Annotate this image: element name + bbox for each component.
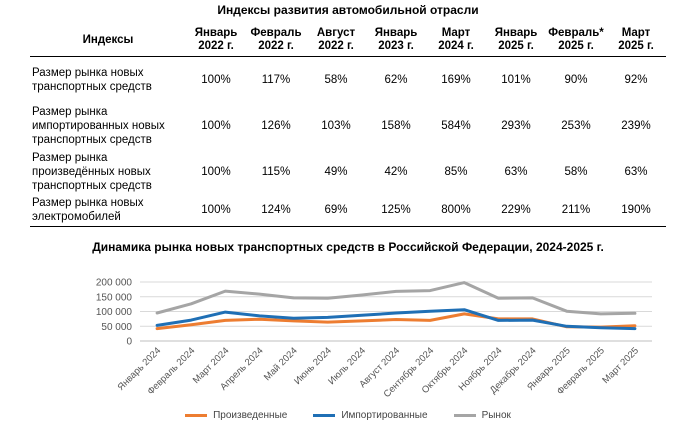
header-month: Февраль* [548, 27, 604, 39]
table-cell: 293% [501, 119, 531, 132]
table-cell: 58% [564, 165, 588, 178]
series-line-2 [155, 281, 637, 316]
header-year: 2025 г. [558, 40, 594, 52]
header-year: 2024 г. [438, 40, 474, 52]
legend-item-market: Рынок [453, 410, 511, 421]
legend-label: Произведенные [213, 410, 288, 421]
header-year: 2022 г. [198, 40, 234, 52]
header-month: Январь [194, 27, 238, 39]
legend-item-imported: Импортированные [313, 410, 428, 421]
header-month: Август [316, 27, 356, 39]
table-cell: 63% [624, 165, 648, 178]
table-cell: 101% [501, 73, 531, 86]
x-tick-label: Март 2025 [600, 345, 641, 386]
table-cell: 584% [441, 119, 471, 132]
y-tick-label: 150 000 [96, 292, 133, 303]
table-cell: 58% [324, 73, 348, 86]
header-col-3: Август 2022 г. [306, 25, 366, 57]
table-cell: 190% [621, 204, 651, 217]
table-cell: 100% [201, 73, 231, 86]
header-month: Февраль [250, 27, 302, 39]
table-cell: 85% [444, 165, 468, 178]
table-cell: 125% [381, 204, 411, 217]
table-cell: 239% [621, 119, 651, 132]
header-col-6: Январь 2025 г. [486, 25, 546, 57]
chart-title: Динамика рынка новых транспортных средст… [92, 240, 604, 254]
header-year: 2025 г. [618, 40, 654, 52]
table-cell: 100% [201, 119, 231, 132]
legend-swatch [453, 414, 476, 417]
table-cell: 229% [501, 204, 531, 217]
y-tick-label: 100 000 [96, 307, 133, 318]
row-label: Размер рынка импортированных новых транс… [32, 105, 165, 146]
table-cell: 49% [324, 165, 348, 178]
table-row: Размер рынка новых транспортных средств … [30, 57, 666, 103]
table-cell: 69% [324, 204, 348, 217]
table-cell: 124% [261, 204, 291, 217]
table-title: Индексы развития автомобильной отрасли [217, 3, 479, 17]
header-month: Январь [494, 27, 538, 39]
table-cell: 115% [261, 165, 291, 178]
table-row: Размер рынка импортированных новых транс… [30, 103, 666, 149]
series-line-1 [155, 308, 637, 331]
table-cell: 100% [201, 204, 231, 217]
header-col-4: Январь 2023 г. [366, 25, 426, 57]
legend-swatch [185, 414, 208, 417]
table-cell: 126% [261, 119, 291, 132]
indices-table: Индексы Январь 2022 г. Февраль 2022 г. Авг… [30, 25, 666, 227]
header-col-8: Март 2025 г. [606, 25, 666, 57]
legend-item-produced: Произведенные [185, 410, 287, 421]
table-row: Размер рынка новых электромобилей 100% 1… [30, 195, 666, 227]
table-cell: 158% [381, 119, 411, 132]
table-cell: 169% [441, 73, 471, 86]
header-year: 2023 г. [378, 40, 414, 52]
table-cell: 62% [384, 73, 408, 86]
chart-legend: Произведенные Импортированные Рынок [0, 410, 696, 421]
table-cell: 92% [624, 73, 648, 86]
table-cell: 103% [321, 119, 351, 132]
table-cell: 63% [504, 165, 528, 178]
row-label: Размер рынка новых электромобилей [32, 197, 144, 224]
legend-label: Рынок [481, 410, 511, 421]
table-cell: 117% [261, 73, 291, 86]
row-label: Размер рынка новых транспортных средств [32, 66, 152, 93]
header-indices: Индексы [82, 33, 134, 46]
header-col-1: Январь 2022 г. [186, 25, 246, 57]
table-header-row: Индексы Январь 2022 г. Февраль 2022 г. Авг… [30, 25, 666, 57]
y-tick-label: 200 000 [96, 278, 133, 289]
table-cell: 800% [441, 204, 471, 217]
header-year: 2022 г. [318, 40, 354, 52]
legend-label: Импортированные [341, 410, 428, 421]
header-month: Январь [374, 27, 418, 39]
table-cell: 100% [201, 165, 231, 178]
table-cell: 90% [564, 73, 588, 86]
table-cell: 42% [384, 165, 408, 178]
table-cell: 211% [561, 204, 591, 217]
header-year: 2025 г. [498, 40, 534, 52]
header-month: Март [441, 27, 471, 39]
row-label: Размер рынка произведённых новых транспо… [32, 151, 152, 192]
header-year: 2022 г. [258, 40, 294, 52]
header-month: Март [621, 27, 651, 39]
legend-swatch [313, 414, 336, 417]
table-cell: 253% [561, 119, 591, 132]
table-row: Размер рынка произведённых новых транспо… [30, 149, 666, 195]
y-tick-label: 0 [126, 337, 132, 348]
header-col-5: Март 2024 г. [426, 25, 486, 57]
header-col-2: Февраль 2022 г. [246, 25, 306, 57]
header-col-7: Февраль* 2025 г. [546, 25, 606, 57]
y-tick-label: 50 000 [101, 322, 132, 333]
